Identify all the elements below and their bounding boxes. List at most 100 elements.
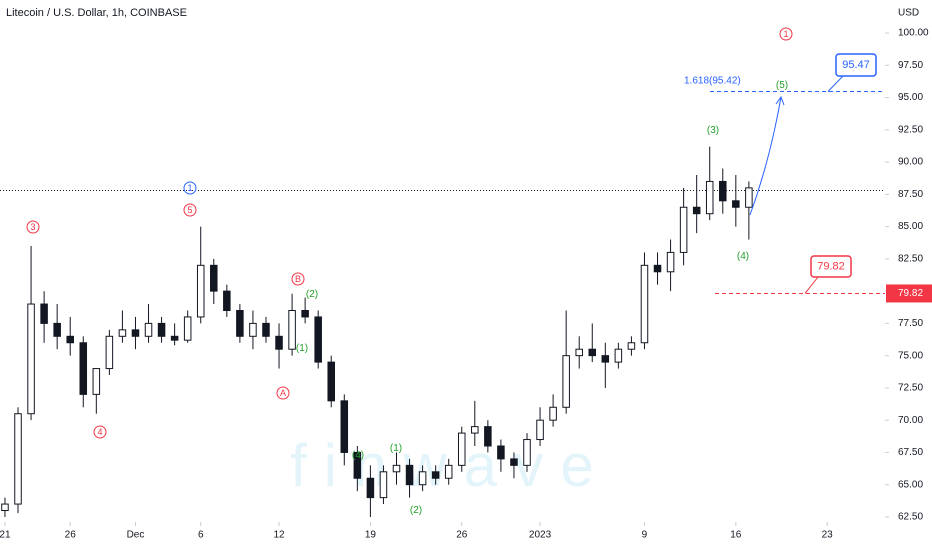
candle-body [275, 335, 283, 350]
candle-body [418, 471, 427, 486]
candle-body [301, 309, 309, 318]
stop-price-tag [886, 284, 932, 303]
candle-body [40, 303, 48, 324]
candle-body [366, 477, 375, 499]
candle-body [196, 264, 205, 318]
candle-body [131, 329, 140, 337]
stop-label: 79.82 [817, 260, 845, 272]
candle-body [223, 290, 231, 311]
candle-body [262, 322, 270, 337]
y-tick-label: 77.50 [898, 318, 923, 329]
candle-body [666, 251, 675, 273]
x-tick-label: 9 [642, 530, 648, 541]
candle-body [340, 400, 349, 453]
candle-body [236, 309, 244, 337]
candle-body [157, 322, 166, 337]
x-tick-label: 23 [822, 530, 834, 541]
candle-body [692, 206, 701, 215]
candle-body [457, 432, 466, 466]
candle-body [640, 264, 649, 344]
candle-body [118, 329, 127, 337]
target-label: 95.47 [842, 59, 870, 71]
y-tick-label: 75.00 [898, 350, 923, 361]
wave-label: 3 [30, 222, 35, 232]
y-tick-label: 100.00 [898, 28, 929, 39]
y-tick-label: 72.50 [898, 383, 923, 394]
candle-body [549, 406, 557, 421]
fib-label: 1.618(95.42) [684, 76, 741, 87]
y-tick-label: 87.50 [898, 189, 923, 200]
candle-body [627, 342, 636, 350]
y-tick-label: 90.00 [898, 157, 923, 168]
candle-body [405, 464, 414, 486]
y-tick-label: 82.50 [898, 254, 923, 265]
candle-body [679, 206, 688, 253]
wave-circle [183, 181, 197, 195]
wave-circle [276, 386, 290, 400]
candle-body [210, 264, 218, 292]
candle-body [745, 187, 753, 208]
y-tick-label: 70.00 [898, 415, 923, 426]
candle-body [719, 180, 727, 202]
candle-body [536, 419, 544, 441]
wave-circle [26, 220, 40, 234]
target-box [835, 53, 877, 77]
candle-body [444, 464, 453, 479]
candle-body [249, 322, 257, 337]
candle-body [288, 309, 296, 350]
wave-label: (2) [306, 289, 318, 300]
x-tick-label: 2023 [529, 530, 552, 541]
candle-body [523, 439, 531, 466]
stop-box [810, 255, 852, 278]
x-tick-label: 26 [456, 530, 468, 541]
wave-circle [183, 203, 197, 217]
stop-callout [804, 276, 819, 294]
candle-body [170, 335, 179, 341]
y-tick-label: 97.50 [898, 60, 923, 71]
y-tick-label: 92.50 [898, 124, 923, 135]
candle-body [379, 471, 388, 499]
target-callout [827, 75, 844, 92]
projection-arrow [749, 95, 785, 216]
candle-body [471, 426, 479, 434]
candle-body [614, 348, 623, 363]
candle-body [588, 348, 597, 357]
x-tick-label: 6 [198, 530, 204, 541]
wave-label: 4 [97, 427, 102, 437]
stop-price-label: 79.82 [898, 288, 923, 299]
wave-label: (4) [737, 251, 749, 262]
candle-body [314, 316, 322, 363]
candle-body [575, 348, 583, 357]
candle-body [705, 180, 714, 215]
candle-body [183, 316, 192, 341]
candle-body [14, 413, 22, 505]
wave-circle [291, 272, 305, 286]
candle-body [601, 355, 610, 363]
candle-body [392, 464, 401, 473]
wave-label: 1 [783, 29, 788, 39]
wave-label: (3) [707, 125, 719, 136]
wave-label: (1) [390, 443, 402, 454]
candle-body [144, 322, 153, 337]
candle-body [105, 335, 114, 370]
x-tick-label: 19 [365, 530, 377, 541]
candle-body [66, 335, 74, 344]
candle-body [353, 451, 362, 479]
y-axis-label: USD [898, 8, 919, 19]
wave-circle [779, 27, 793, 41]
chart-title: Litecoin / U.S. Dollar, 1h, COINBASE [6, 7, 187, 19]
candle-body [27, 303, 35, 415]
watermark: f i n w a v e [290, 432, 593, 499]
y-tick-label: 67.50 [898, 447, 923, 458]
candle-body [497, 445, 505, 460]
wave-label: 1 [187, 183, 192, 193]
candle-body [1, 503, 9, 512]
y-tick-label: 95.00 [898, 92, 923, 103]
x-tick-label: Dec [127, 530, 145, 541]
wave-label: B [295, 274, 301, 284]
y-tick-label: 62.50 [898, 512, 923, 523]
wave-label: (4) [352, 450, 364, 461]
wave-label: (5) [776, 80, 788, 91]
candle-body [562, 355, 570, 408]
